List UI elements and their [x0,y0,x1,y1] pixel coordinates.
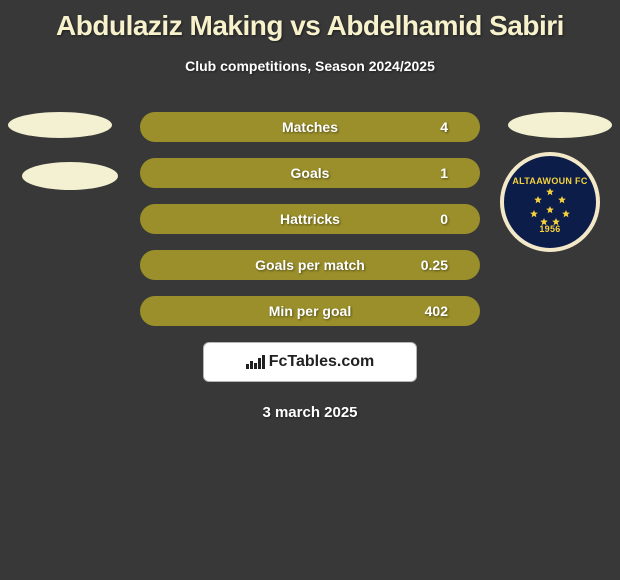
page-title: Abdulaziz Making vs Abdelhamid Sabiri [0,0,620,42]
stat-label: Goals [291,165,330,181]
stat-bar: Hattricks 0 [140,204,480,234]
fctables-watermark: FcTables.com [203,342,417,382]
left-avatar-placeholder [22,162,118,190]
stat-label: Hattricks [280,211,340,227]
stat-value: 4 [440,119,448,135]
stat-label: Min per goal [269,303,351,319]
stat-value: 0.25 [421,257,448,273]
stat-value: 1 [440,165,448,181]
stat-bar: Goals 1 [140,158,480,188]
badge-year: 1956 [539,224,560,234]
chart-icon [246,355,265,369]
stat-label: Goals per match [255,257,365,273]
subtitle: Club competitions, Season 2024/2025 [0,58,620,74]
stat-value: 0 [440,211,448,227]
stat-bar: Min per goal 402 [140,296,480,326]
stat-label: Matches [282,119,338,135]
badge-text: ALTAAWOUN FC [512,176,587,186]
badge-stars-icon [526,186,574,226]
date: 3 march 2025 [0,404,620,421]
left-avatar-placeholder [8,112,112,138]
fctables-label: FcTables.com [269,353,375,371]
club-badge: ALTAAWOUN FC 1956 [500,152,600,252]
stat-bar: Goals per match 0.25 [140,250,480,280]
stat-bar: Matches 4 [140,112,480,142]
right-avatar-placeholder [508,112,612,138]
stat-value: 402 [425,303,448,319]
comparison-content: ALTAAWOUN FC 1956 Matches 4 Goals 1 Hattricks 0… [0,112,620,421]
stat-bars: Matches 4 Goals 1 Hattricks 0 Goals per match 0… [140,112,480,326]
